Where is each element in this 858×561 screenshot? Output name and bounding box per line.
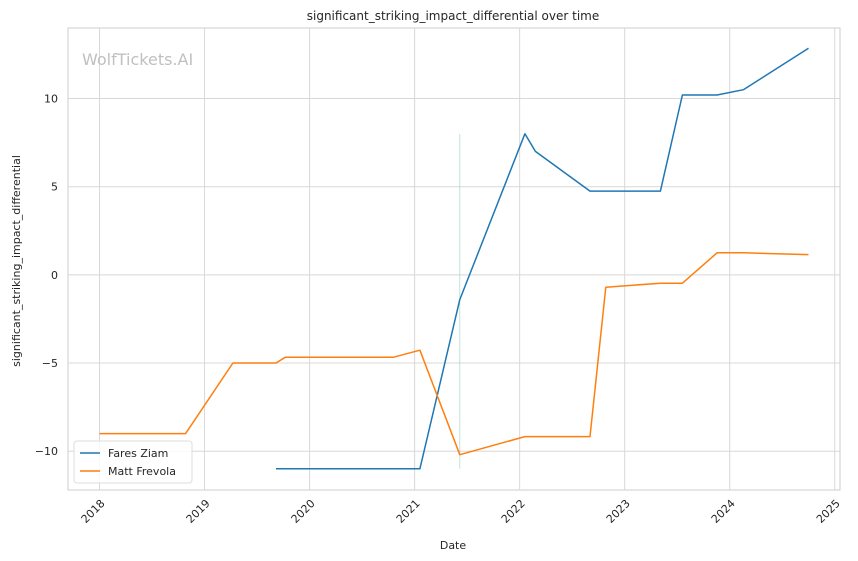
x-tick-label: 2022 xyxy=(499,497,528,526)
x-tick-label: 2021 xyxy=(394,497,423,526)
series-line-fares-ziam xyxy=(276,47,809,470)
x-tick-label: 2018 xyxy=(79,497,108,526)
y-tick-label: −10 xyxy=(35,445,58,458)
y-axis-label: significant_striking_impact_differential xyxy=(10,155,23,367)
legend-label: Matt Frevola xyxy=(108,465,176,478)
y-tick-label: 0 xyxy=(51,269,58,282)
x-tick-label: 2023 xyxy=(604,497,633,526)
series-layer xyxy=(99,47,809,470)
legend: Fares Ziam Matt Frevola xyxy=(73,440,193,484)
legend-label: Fares Ziam xyxy=(108,447,168,460)
x-tick-label: 2024 xyxy=(709,497,738,526)
chart-title: significant_striking_impact_differential… xyxy=(307,9,599,23)
legend-box xyxy=(73,440,193,484)
series-line-matt-frevola xyxy=(99,252,809,456)
grid-layer xyxy=(67,27,841,491)
y-tick-label: 5 xyxy=(51,181,58,194)
x-tick-label: 2020 xyxy=(289,497,318,526)
watermark-text: WolfTickets.AI xyxy=(82,50,193,69)
y-tick-label: 10 xyxy=(44,93,58,106)
y-tick-label: −5 xyxy=(42,357,58,370)
x-axis-label: Date xyxy=(440,539,467,552)
x-tick-label: 2019 xyxy=(184,497,213,526)
x-tick-label: 2025 xyxy=(814,497,843,526)
plot-frame xyxy=(67,27,841,491)
